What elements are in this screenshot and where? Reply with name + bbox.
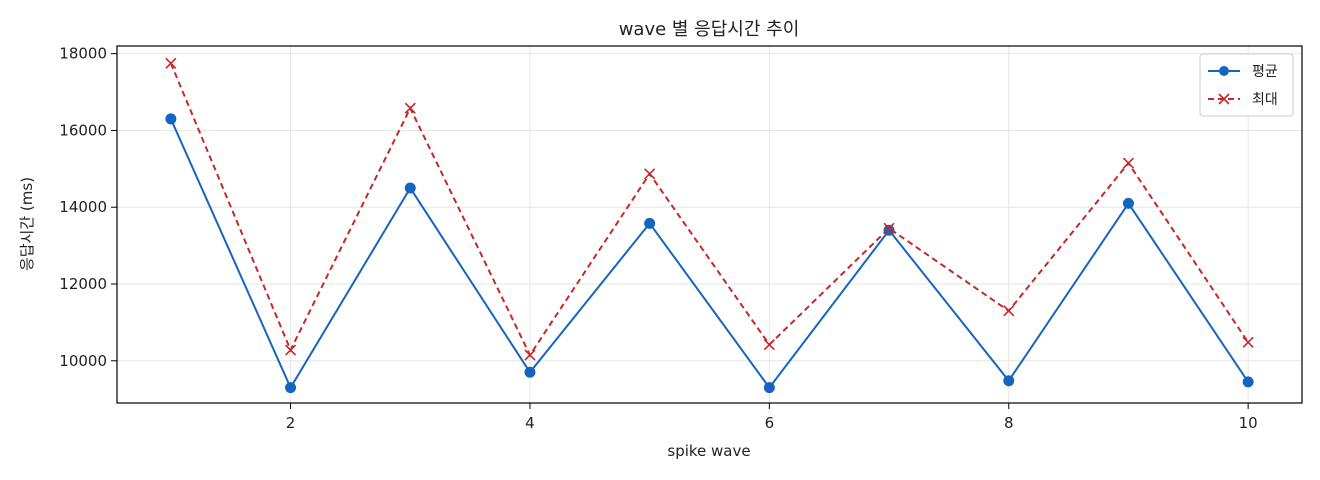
series-layer xyxy=(165,57,1254,394)
data-point xyxy=(285,382,297,394)
data-point xyxy=(1122,157,1135,169)
y-tick-label: 18000 xyxy=(59,45,107,63)
legend-box xyxy=(1199,53,1294,117)
legend-avg-marker xyxy=(1219,66,1229,76)
data-point xyxy=(404,102,416,114)
data-point xyxy=(883,224,895,236)
series-line-0 xyxy=(169,118,1249,390)
data-point xyxy=(524,349,536,361)
data-point xyxy=(763,339,775,351)
y-axis: 10000 12000 14000 16000 18000 xyxy=(59,45,117,370)
data-point xyxy=(1242,336,1254,348)
data-point xyxy=(284,344,297,356)
x-axis-label: spike wave xyxy=(667,442,750,460)
legend-max-marker xyxy=(1218,93,1230,105)
data-point xyxy=(1122,197,1134,209)
data-point xyxy=(165,113,177,125)
x-tick-label: 4 xyxy=(525,414,535,432)
data-point xyxy=(644,217,656,229)
data-point xyxy=(1003,375,1015,387)
x-tick-label: 8 xyxy=(1004,414,1014,432)
x-tick-label: 6 xyxy=(765,414,775,432)
legend-max-label: 최대 xyxy=(1252,92,1278,108)
y-tick-label: 10000 xyxy=(59,352,107,370)
legend-avg-label: 평균 xyxy=(1252,64,1278,80)
plot-frame xyxy=(116,45,1303,404)
grid xyxy=(117,46,1302,403)
x-tick-label: 2 xyxy=(286,414,296,432)
legend-item-avg: 평균 xyxy=(1208,64,1278,80)
data-point xyxy=(1242,376,1254,388)
legend: 평균 최대 xyxy=(1199,53,1294,117)
y-axis-label: 응답시간 (ms) xyxy=(18,177,36,271)
data-point xyxy=(644,168,656,180)
data-point xyxy=(1003,305,1015,317)
y-tick-label: 16000 xyxy=(59,121,107,139)
data-point xyxy=(404,182,416,194)
data-point xyxy=(763,382,775,394)
y-tick-label: 14000 xyxy=(59,198,107,216)
series-line-1 xyxy=(169,62,1249,358)
x-tick-label: 10 xyxy=(1239,414,1258,432)
y-tick-label: 12000 xyxy=(59,275,107,293)
legend-item-max: 최대 xyxy=(1208,92,1278,108)
data-point xyxy=(883,222,895,234)
data-point xyxy=(524,366,536,378)
x-axis: 2 4 6 8 10 xyxy=(286,403,1258,432)
data-point xyxy=(165,57,177,69)
chart-title: wave 별 응답시간 추이 xyxy=(619,19,800,40)
